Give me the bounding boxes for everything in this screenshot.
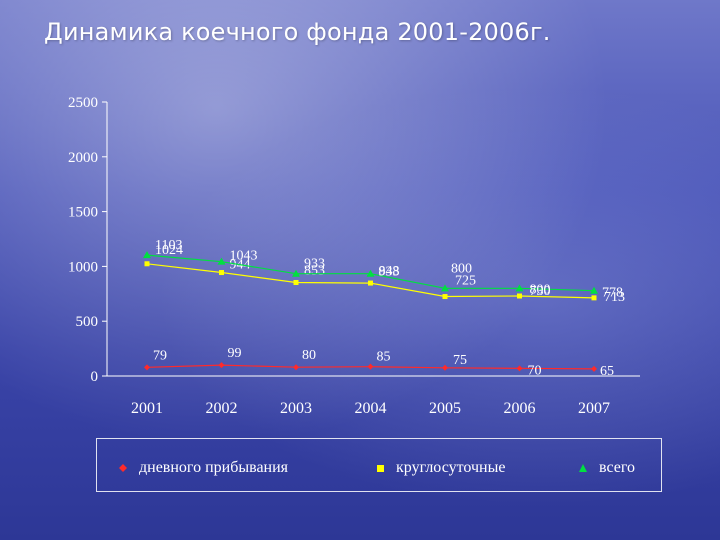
data-point-diamond — [442, 364, 448, 371]
data-label: 1043 — [230, 249, 258, 264]
data-label: 800 — [451, 261, 472, 276]
data-label: 1103 — [155, 238, 182, 253]
y-tick-label: 1000 — [68, 259, 98, 275]
data-point-triangle — [143, 251, 151, 259]
data-label: 1024 — [155, 243, 183, 258]
data-point-square — [442, 294, 448, 300]
data-point-triangle — [515, 284, 524, 292]
data-label: 80 — [302, 348, 316, 363]
y-tick-label: 500 — [76, 314, 99, 330]
x-tick-label: 2003 — [280, 400, 312, 417]
data-label: 933 — [304, 257, 325, 272]
data-point-square — [517, 293, 522, 299]
data-label: 99 — [228, 346, 242, 361]
data-point-triangle — [217, 257, 226, 265]
data-point-triangle — [590, 286, 598, 294]
data-point-diamond — [591, 365, 597, 372]
data-point-diamond — [144, 364, 150, 371]
data-point-square — [144, 261, 150, 267]
data-label: 85 — [377, 350, 391, 365]
legend-item-total: всего — [579, 459, 635, 477]
data-label: 778 — [602, 286, 623, 301]
legend-label-total: всего — [599, 459, 636, 476]
data-point-square — [293, 280, 299, 286]
legend-item-day: дневного прибывания — [119, 459, 288, 477]
x-tick-label: 2004 — [355, 400, 387, 417]
x-tick-label: 2006 — [504, 400, 536, 417]
y-tick-label: 1500 — [68, 205, 98, 221]
line-chart: 0 500 1000 1500 2000 2500 2001 2002 2003 2004 2005… — [68, 95, 625, 417]
data-point-diamond — [293, 364, 299, 371]
y-tick-label: 0 — [91, 369, 99, 385]
data-label: 75 — [453, 353, 467, 368]
data-label: 79 — [153, 348, 167, 363]
x-tick-label: 2005 — [429, 400, 461, 417]
data-label: 853 — [304, 264, 325, 279]
y-tick-label: 2000 — [68, 150, 98, 166]
data-label: 713 — [604, 290, 625, 305]
data-point-square — [368, 280, 373, 286]
data-point-square — [219, 270, 224, 276]
x-tick-label: 2001 — [131, 400, 163, 417]
data-point-diamond — [218, 362, 225, 369]
x-tick-label: 2002 — [206, 400, 238, 417]
data-label: 70 — [528, 363, 542, 378]
chart-legend: дневного прибывания круглосуточные всего — [96, 438, 662, 492]
legend-diamond-marker — [119, 464, 127, 473]
data-label: 933 — [379, 265, 400, 280]
slide-title: Динамика коечного фонда 2001-2006г. — [44, 18, 551, 46]
data-label: 65 — [600, 364, 614, 379]
data-point-triangle — [366, 269, 375, 277]
legend-label-day: дневного прибывания — [139, 459, 289, 476]
data-label: 730 — [530, 284, 551, 299]
data-point-triangle — [441, 284, 449, 292]
data-point-square — [591, 295, 597, 301]
legend-square-marker — [377, 464, 384, 472]
y-tick-label: 2500 — [68, 95, 98, 111]
legend-label-round: круглосуточные — [396, 459, 506, 476]
x-tick-label: 2007 — [578, 400, 610, 417]
data-label: 800 — [530, 282, 551, 297]
legend-triangle-marker — [579, 464, 587, 473]
data-point-diamond — [516, 365, 523, 372]
data-point-triangle — [292, 269, 300, 277]
data-point-diamond — [367, 363, 374, 370]
legend-item-round: круглосуточные — [377, 459, 505, 477]
data-label: 848 — [379, 264, 400, 279]
data-label: 725 — [455, 274, 476, 289]
